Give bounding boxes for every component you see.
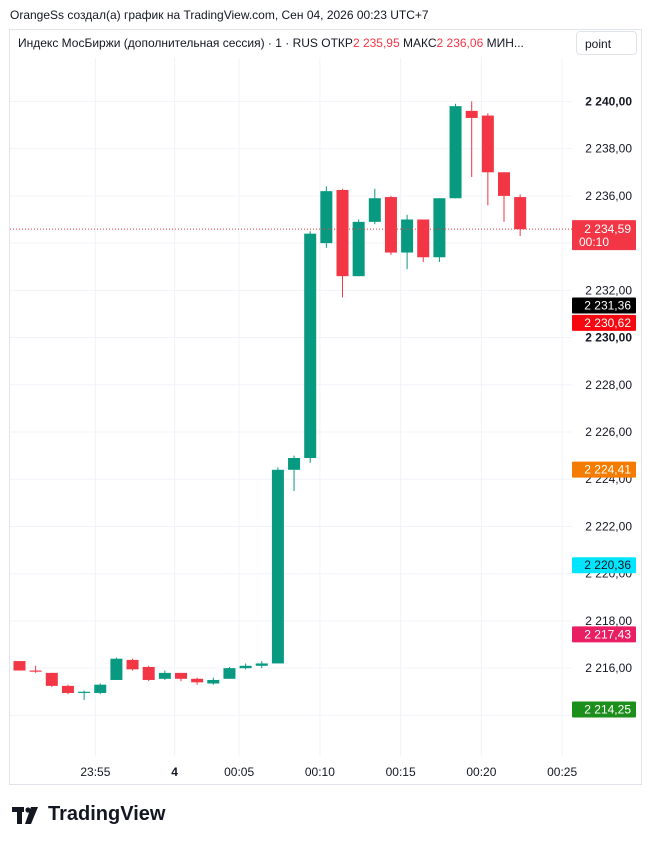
candle-body <box>433 198 446 258</box>
tradingview-logo-icon <box>12 806 38 824</box>
price-tick-label: 2 218,00 <box>585 614 632 628</box>
candle-body <box>175 672 187 679</box>
candle-body <box>271 469 284 664</box>
price-tags: 2 231,36 2 230,62 2 224,41 2 220,36 2 217,43… <box>572 220 636 718</box>
time-tick-label: 23:55 <box>80 765 110 779</box>
candle-body <box>449 106 462 199</box>
legend-high-value: 2 236,06 <box>436 36 484 50</box>
price-tag-box <box>572 701 636 718</box>
candle-body <box>336 189 349 277</box>
candle-body <box>514 197 527 230</box>
brand-name: TradingView <box>48 803 166 825</box>
candle-body <box>78 691 91 693</box>
current-price-tag-label: 2 234,59 <box>584 222 631 236</box>
price-tick-label: 2 236,00 <box>585 189 632 203</box>
bar-countdown-label: 00:10 <box>579 235 609 249</box>
candle-body <box>320 191 333 244</box>
time-tick-label: 00:20 <box>466 765 496 779</box>
price-tag-box <box>572 461 636 478</box>
candle-body <box>401 219 414 253</box>
candle-body <box>126 659 139 670</box>
price-tag-box <box>572 626 636 643</box>
price-tag-label: 2 214,25 <box>584 702 631 716</box>
price-tick-label: 2 222,00 <box>585 519 632 533</box>
price-tick-label: 2 216,00 <box>585 661 632 675</box>
candle-body <box>207 679 220 684</box>
candle-body <box>481 115 494 173</box>
candle-body <box>110 658 123 680</box>
time-axis: 23:55 4 00:05 00:10 00:15 00:20 00:25 <box>80 765 577 779</box>
candle-body <box>142 666 155 680</box>
candle-body <box>158 672 171 679</box>
price-tick-label: 2 240,00 <box>585 94 632 108</box>
price-tick-label: 2 230,00 <box>585 331 632 345</box>
price-tag-box <box>572 557 636 574</box>
candle-body <box>368 198 381 222</box>
candle-body <box>352 221 365 277</box>
chart-attribution: OrangeSs создал(а) график на TradingView… <box>10 8 429 22</box>
time-tick-label: 00:05 <box>224 765 254 779</box>
tradingview-brand[interactable]: TradingView <box>12 803 165 826</box>
price-tag-box <box>572 314 636 331</box>
candle-body <box>304 233 317 458</box>
price-tick-label: 2 226,00 <box>585 425 632 439</box>
candle-body <box>465 110 478 118</box>
legend-open-value: 2 235,95 <box>352 36 400 50</box>
candle-body <box>191 678 204 683</box>
price-tick-label: 2 232,00 <box>585 283 632 297</box>
candle-body <box>417 219 430 258</box>
time-tick-label: 00:10 <box>305 765 335 779</box>
chart-frame <box>9 29 642 785</box>
candles <box>13 101 527 701</box>
candle-body <box>255 663 268 666</box>
grid-lines <box>10 58 572 756</box>
legend-symbol: Индекс МосБиржи (дополнительная сессия) … <box>18 36 318 50</box>
candle-body <box>498 172 510 196</box>
time-tick-label: 00:15 <box>386 765 416 779</box>
price-tag-label: 2 231,36 <box>584 298 631 312</box>
price-axis: 2 240,00 2 238,00 2 236,00 2 232,00 2 230,00… <box>585 94 632 675</box>
legend-open-label: ОТКР <box>321 36 353 50</box>
candle-body <box>239 665 252 669</box>
time-tick-label: 00:25 <box>547 765 577 779</box>
candle-body <box>384 197 397 253</box>
price-tag-box <box>572 297 636 314</box>
current-price-tag-box <box>572 220 636 251</box>
price-tag-label: 2 224,41 <box>584 463 631 477</box>
series-legend: Индекс МосБиржи (дополнительная сессия) … <box>18 36 568 50</box>
price-tick-label: 2 228,00 <box>585 378 632 392</box>
candle-body <box>29 670 42 672</box>
price-tag-label: 2 230,62 <box>584 316 631 330</box>
chart-mode-button[interactable]: point <box>576 31 637 55</box>
price-tag-label: 2 220,36 <box>584 558 631 572</box>
candle-body <box>223 668 236 679</box>
candle-body <box>288 457 301 470</box>
candle-body <box>45 672 58 686</box>
candle-body <box>61 685 74 693</box>
price-tag-label: 2 217,43 <box>584 627 631 641</box>
candle-body <box>94 684 107 693</box>
price-tick-label: 2 238,00 <box>585 142 632 156</box>
legend-high-label: МАКС <box>403 36 437 50</box>
candle-body <box>13 661 26 671</box>
time-tick-label: 4 <box>171 765 178 779</box>
legend-low-label: МИН... <box>486 36 524 50</box>
